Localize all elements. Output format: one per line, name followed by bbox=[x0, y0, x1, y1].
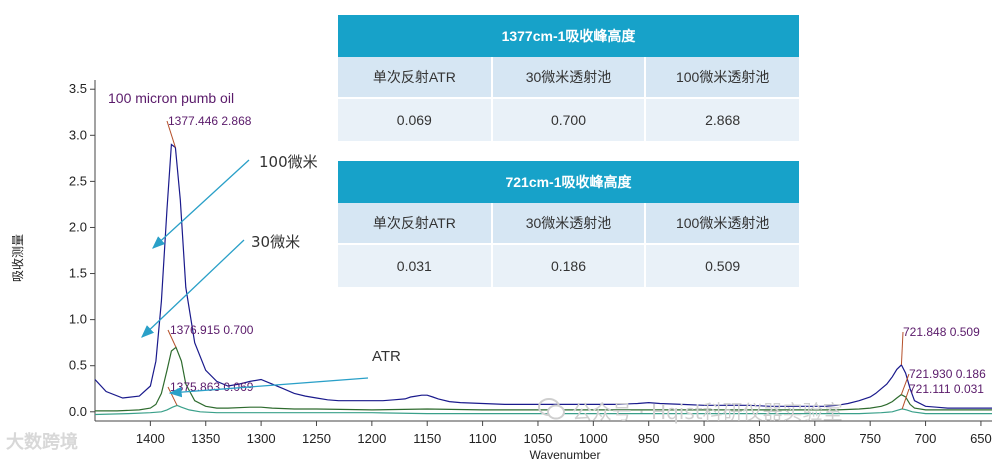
table-721-value-30um: 0.186 bbox=[491, 243, 647, 287]
table-721-value-100um: 0.509 bbox=[645, 243, 799, 287]
x-tick-label: 650 bbox=[970, 431, 992, 446]
peak-pointer-5 bbox=[900, 373, 910, 395]
x-tick-label: 750 bbox=[859, 431, 881, 446]
peak-label-1377-atr: 1375.863 0.069 bbox=[170, 380, 254, 394]
table-1377: 1377cm-1吸收峰高度 单次反射ATR 30微米透射池 100微米透射池 0… bbox=[338, 15, 799, 141]
table-1377-header-atr: 单次反射ATR bbox=[338, 57, 493, 98]
y-tick-label: 0.0 bbox=[69, 404, 87, 419]
series-line-1 bbox=[94, 143, 992, 409]
table-721: 721cm-1吸收峰高度 单次反射ATR 30微米透射池 100微米透射池 0.… bbox=[338, 161, 799, 287]
table-1377-value-atr: 0.069 bbox=[338, 97, 493, 141]
table-721-header-100um: 100微米透射池 bbox=[645, 203, 799, 244]
x-tick-label: 1250 bbox=[302, 431, 331, 446]
x-tick-label: 1000 bbox=[579, 431, 608, 446]
table-1377-header-100um: 100微米透射池 bbox=[645, 57, 799, 98]
series-line-3 bbox=[94, 404, 992, 416]
arrow-label-100um: 100微米 bbox=[259, 153, 318, 171]
table-1377-value-30um: 0.700 bbox=[491, 97, 647, 141]
peak-label-1377-30um: 1376.915 0.700 bbox=[170, 323, 254, 337]
peak-label-721-30um: 721.930 0.186 bbox=[909, 367, 986, 381]
x-tick-label: 1400 bbox=[136, 431, 165, 446]
arrow-100um bbox=[152, 159, 250, 249]
x-tick-label: 700 bbox=[915, 431, 937, 446]
peak-pointer-2 bbox=[167, 329, 177, 348]
peak-pointer-4 bbox=[900, 331, 904, 365]
y-tick-label: 1.0 bbox=[69, 312, 87, 327]
chart-axes: 0.0 0.5 1.0 1.5 2.0 2.5 3.0 3.5 1400 1350 1300 1250… bbox=[69, 80, 992, 446]
y-tick-label: 2.0 bbox=[69, 219, 87, 234]
x-tick-label: 850 bbox=[749, 431, 771, 446]
x-tick-label: 950 bbox=[638, 431, 660, 446]
series-line-2 bbox=[95, 346, 992, 412]
series-label: 100 micron pumb oil bbox=[108, 90, 234, 106]
chart-series bbox=[94, 143, 992, 416]
table-1377-header-30um: 30微米透射池 bbox=[491, 57, 647, 98]
table-721-header-30um: 30微米透射池 bbox=[491, 203, 647, 244]
arrow-label-30um: 30微米 bbox=[251, 233, 300, 251]
x-tick-label: 800 bbox=[804, 431, 826, 446]
table-1377-title: 1377cm-1吸收峰高度 bbox=[338, 15, 799, 57]
x-tick-label: 900 bbox=[693, 431, 715, 446]
y-tick-label: 1.5 bbox=[69, 266, 87, 281]
arrow-atr bbox=[168, 377, 369, 398]
corner-logo: 大数跨境 bbox=[6, 432, 78, 453]
table-721-title: 721cm-1吸收峰高度 bbox=[338, 161, 799, 203]
peak-label-1377-100um: 1377.446 2.868 bbox=[168, 114, 252, 128]
table-721-value-atr: 0.031 bbox=[338, 243, 493, 287]
table-721-header-atr: 单次反射ATR bbox=[338, 203, 493, 244]
x-axis-label: Wavenumber bbox=[530, 448, 601, 459]
x-tick-label: 1100 bbox=[469, 431, 497, 446]
x-tick-label: 1200 bbox=[357, 431, 386, 446]
peak-pointer-6 bbox=[901, 388, 910, 410]
arrow-30um bbox=[141, 239, 245, 338]
y-tick-label: 3.0 bbox=[69, 127, 87, 142]
arrow-label-atr: ATR bbox=[372, 348, 401, 365]
x-tick-label: 1300 bbox=[247, 431, 276, 446]
y-axis-label: 吸收测量 bbox=[11, 234, 25, 282]
watermark-text: 公众号 · Hqist科研仪器实验室 bbox=[572, 400, 843, 424]
table-1377-value-100um: 2.868 bbox=[645, 97, 799, 141]
chart-annotations: 100 micron pumb oil 1377.446 2.868 1376.… bbox=[11, 90, 986, 459]
wechat-icon bbox=[538, 398, 565, 420]
peak-label-721-100um: 721.848 0.509 bbox=[903, 325, 980, 339]
y-tick-label: 2.5 bbox=[69, 173, 87, 188]
peak-pointer-1 bbox=[166, 120, 176, 148]
x-tick-label: 1350 bbox=[191, 431, 220, 446]
x-tick-label: 1150 bbox=[413, 431, 441, 446]
peak-label-721-atr: 721.111 0.031 bbox=[909, 382, 984, 396]
y-tick-label: 0.5 bbox=[69, 358, 87, 373]
x-tick-label: 1050 bbox=[524, 431, 553, 446]
y-tick-label: 3.5 bbox=[69, 81, 87, 96]
